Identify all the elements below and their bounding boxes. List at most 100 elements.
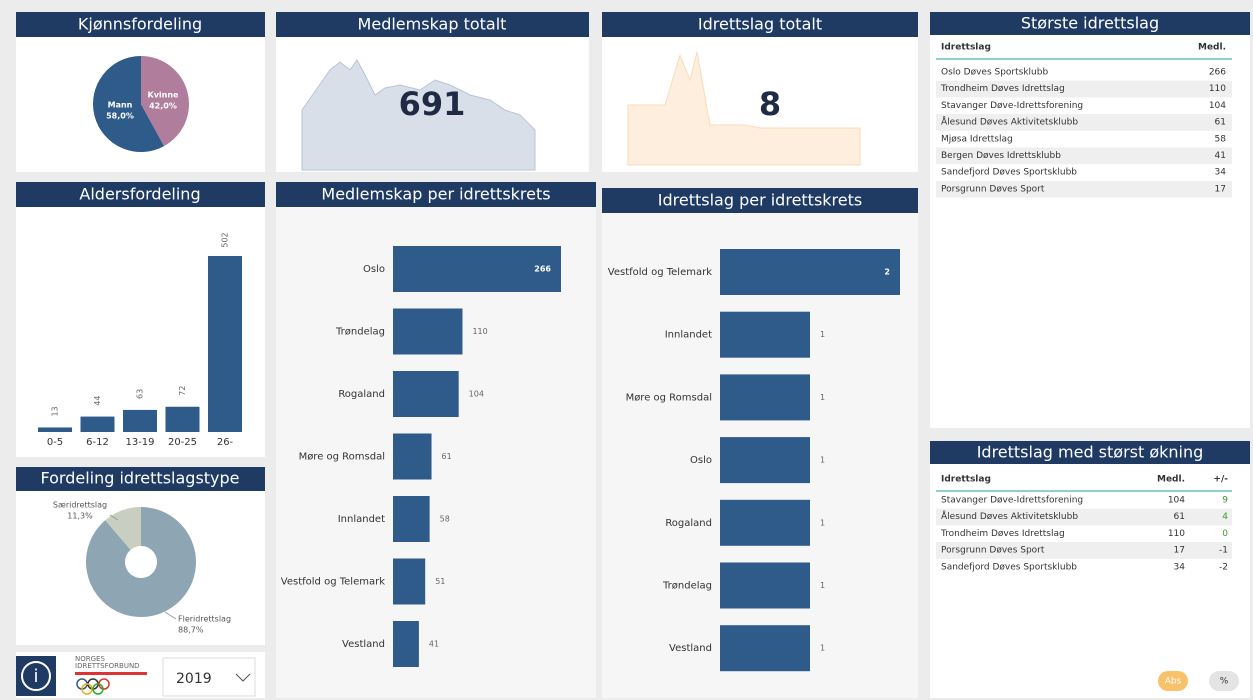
- category-label: Rogaland: [665, 518, 712, 529]
- leader: [109, 514, 119, 521]
- category-label: Innlandet: [665, 330, 712, 341]
- card-title: Idrettslag totalt: [698, 15, 822, 34]
- row-band: [936, 114, 1232, 131]
- chart-title: Aldersfordeling: [79, 185, 200, 204]
- bar: [720, 562, 810, 609]
- cell: Porsgrunn Døves Sport: [941, 184, 1045, 194]
- x-tick-label: 20-25: [168, 437, 197, 448]
- category-label: Trøndelag: [335, 327, 385, 338]
- value-label: 58: [440, 515, 450, 524]
- info-glyph: i: [33, 666, 38, 687]
- category-label: Rogaland: [338, 389, 385, 400]
- cell: Bergen Døves Idrettsklubb: [941, 151, 1061, 161]
- bar: [393, 433, 432, 480]
- card-value: 691: [399, 85, 466, 123]
- chart-title: Kjønnsfordeling: [78, 15, 202, 34]
- row-band: [936, 147, 1232, 165]
- bar: [720, 499, 810, 546]
- column-header: Idrettslag: [941, 43, 991, 53]
- column-header: Medl.: [1157, 475, 1185, 485]
- table-title: Største idrettslag: [1021, 14, 1159, 33]
- bar: [720, 437, 810, 484]
- cell: 17: [1215, 184, 1226, 194]
- cell: Stavanger Døve-Idrettsforening: [941, 496, 1083, 506]
- cell: Trondheim Døves Idrettslag: [940, 84, 1065, 94]
- cell: 104: [1168, 496, 1185, 506]
- bar: [720, 374, 810, 421]
- slice-label: Særidrettslag: [53, 501, 107, 510]
- sparkline: [627, 51, 861, 166]
- row-band: [936, 180, 1232, 198]
- slice-value: 11,3%: [67, 512, 93, 521]
- category-label: Trøndelag: [662, 581, 712, 592]
- abs-button[interactable]: [1158, 671, 1188, 691]
- chevron: [235, 673, 251, 682]
- cell: 41: [1215, 151, 1226, 161]
- value-label: 61: [442, 452, 452, 461]
- value-label: 104: [469, 390, 484, 399]
- category-label: Oslo: [690, 455, 712, 466]
- cell: Ålesund Døves Aktivitetsklubb: [941, 510, 1078, 522]
- cell: 110: [1168, 529, 1185, 539]
- category-label: Møre og Romsdal: [299, 452, 385, 463]
- cell: 266: [1209, 68, 1226, 78]
- cell: 17: [1174, 546, 1185, 556]
- column-header: Medl.: [1198, 43, 1226, 53]
- category-label: Vestfold og Telemark: [608, 267, 712, 278]
- cell: 34: [1215, 168, 1227, 178]
- slice-value: 88,7%: [178, 626, 204, 635]
- leader: [164, 611, 177, 620]
- bar: [393, 246, 561, 292]
- bar: [80, 416, 115, 432]
- value-label: 1: [820, 330, 825, 339]
- value-label: 13: [51, 406, 60, 416]
- x-tick-label: 0-5: [47, 437, 63, 448]
- slice: [86, 507, 197, 617]
- button-label: Abs: [1165, 677, 1182, 687]
- row-band: [936, 508, 1232, 526]
- column-header: +/-: [1213, 475, 1228, 485]
- slice-value: 42,0%: [149, 102, 177, 111]
- x-tick-label: 13-19: [125, 437, 154, 448]
- cell: 58: [1215, 134, 1227, 144]
- row-band: [936, 80, 1232, 98]
- bar: [393, 558, 426, 605]
- category-label: Innlandet: [338, 514, 385, 525]
- value-label: 63: [136, 389, 145, 399]
- bar: [165, 406, 200, 432]
- row-band: [936, 542, 1232, 559]
- bar: [393, 621, 419, 667]
- bar: [38, 427, 72, 432]
- category-label: Vestland: [342, 639, 385, 650]
- chart-title: Medlemskap per idrettskrets: [321, 185, 550, 204]
- cell: 34: [1174, 562, 1186, 572]
- cell: Sandefjord Døves Sportsklubb: [941, 562, 1077, 572]
- bar: [720, 249, 900, 295]
- cell: 9: [1222, 496, 1228, 506]
- value-label: 2: [884, 268, 890, 277]
- pct-button[interactable]: [1209, 671, 1239, 691]
- card-title: Medlemskap totalt: [358, 15, 507, 34]
- cell: -1: [1219, 546, 1228, 556]
- x-tick-label: 6-12: [86, 437, 109, 448]
- title-bars: [16, 12, 1250, 491]
- slice: [141, 56, 189, 147]
- cell: 104: [1209, 101, 1226, 111]
- cell: Oslo Døves Sportsklubb: [941, 68, 1048, 78]
- cell: 110: [1209, 84, 1226, 94]
- bar: [208, 256, 242, 432]
- value-label: 51: [435, 577, 445, 586]
- value-label: 502: [221, 232, 230, 247]
- cell: Sandefjord Døves Sportsklubb: [941, 168, 1077, 178]
- chart-title: Fordeling idrettslagstype: [40, 469, 239, 488]
- cell: Porsgrunn Døves Sport: [941, 546, 1045, 556]
- value-label: 1: [820, 456, 825, 465]
- slice: [93, 56, 165, 152]
- category-label: Oslo: [363, 264, 385, 275]
- x-tick-label: 26-: [217, 437, 234, 448]
- logo-stripe: [75, 672, 147, 675]
- bar: [123, 409, 157, 432]
- year-value: 2019: [176, 671, 212, 687]
- table-title: Idrettslag med størst økning: [977, 443, 1204, 462]
